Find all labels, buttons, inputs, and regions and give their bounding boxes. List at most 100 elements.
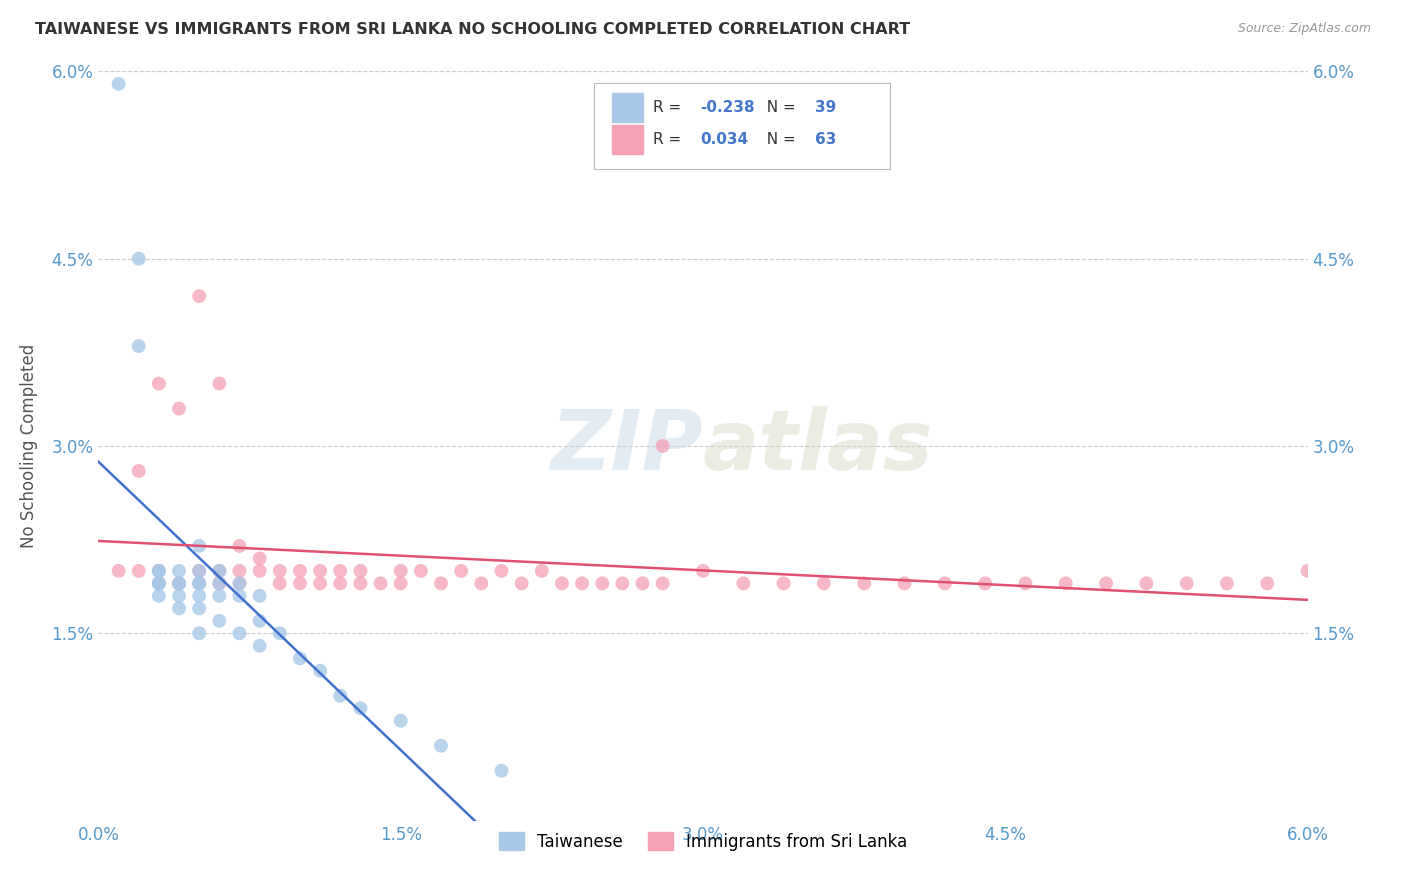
Point: [128, 564, 150, 578]
Point: [208, 564, 231, 578]
Point: [1054, 576, 1077, 591]
Point: [329, 576, 352, 591]
Bar: [613, 93, 643, 121]
Point: [470, 576, 492, 591]
Point: [167, 576, 190, 591]
Point: [208, 589, 231, 603]
Point: [148, 376, 170, 391]
Point: [349, 564, 371, 578]
Point: [389, 576, 412, 591]
Text: ZIP: ZIP: [550, 406, 703, 486]
Point: [329, 689, 352, 703]
Point: [228, 539, 250, 553]
Point: [167, 564, 190, 578]
Text: 0.034: 0.034: [700, 132, 749, 147]
Point: [309, 576, 332, 591]
Point: [269, 626, 291, 640]
Point: [249, 589, 271, 603]
Point: [349, 576, 371, 591]
Point: [530, 564, 553, 578]
Point: [349, 701, 371, 715]
Point: [491, 564, 513, 578]
Point: [188, 576, 211, 591]
Text: Source: ZipAtlas.com: Source: ZipAtlas.com: [1237, 22, 1371, 36]
Text: N =: N =: [758, 100, 801, 115]
Text: 63: 63: [815, 132, 837, 147]
Point: [208, 576, 231, 591]
Point: [288, 651, 311, 665]
Point: [651, 439, 673, 453]
Text: 39: 39: [815, 100, 837, 115]
Point: [208, 376, 231, 391]
Point: [772, 576, 794, 591]
Point: [188, 539, 211, 553]
Point: [974, 576, 997, 591]
Point: [107, 564, 129, 578]
FancyBboxPatch shape: [595, 83, 890, 169]
Point: [269, 576, 291, 591]
Point: [148, 564, 170, 578]
Text: R =: R =: [654, 100, 686, 115]
Point: [148, 564, 170, 578]
Point: [571, 576, 593, 591]
Point: [188, 564, 211, 578]
Point: [631, 576, 654, 591]
Point: [853, 576, 876, 591]
Point: [813, 576, 835, 591]
Point: [249, 614, 271, 628]
Point: [228, 626, 250, 640]
Point: [551, 576, 574, 591]
Point: [430, 739, 453, 753]
Point: [733, 576, 755, 591]
Point: [188, 289, 211, 303]
Text: -0.238: -0.238: [700, 100, 755, 115]
Point: [612, 576, 634, 591]
Point: [409, 564, 432, 578]
Text: R =: R =: [654, 132, 692, 147]
Point: [188, 589, 211, 603]
Point: [249, 639, 271, 653]
Point: [188, 601, 211, 615]
Point: [1014, 576, 1036, 591]
Point: [389, 564, 412, 578]
Point: [309, 664, 332, 678]
Point: [148, 576, 170, 591]
Point: [128, 252, 150, 266]
Point: [934, 576, 956, 591]
Point: [228, 576, 250, 591]
Point: [510, 576, 533, 591]
Point: [148, 576, 170, 591]
Point: [167, 589, 190, 603]
Point: [167, 601, 190, 615]
Point: [288, 564, 311, 578]
Point: [249, 564, 271, 578]
Point: [1296, 564, 1319, 578]
Point: [188, 626, 211, 640]
Point: [148, 564, 170, 578]
Point: [370, 576, 392, 591]
Point: [167, 576, 190, 591]
Point: [1175, 576, 1198, 591]
Point: [107, 77, 129, 91]
Y-axis label: No Schooling Completed: No Schooling Completed: [20, 344, 38, 548]
Point: [651, 576, 673, 591]
Point: [249, 551, 271, 566]
Point: [893, 576, 915, 591]
Text: TAIWANESE VS IMMIGRANTS FROM SRI LANKA NO SCHOOLING COMPLETED CORRELATION CHART: TAIWANESE VS IMMIGRANTS FROM SRI LANKA N…: [35, 22, 910, 37]
Point: [309, 564, 332, 578]
Point: [148, 576, 170, 591]
Point: [288, 576, 311, 591]
Point: [167, 576, 190, 591]
Point: [148, 576, 170, 591]
Point: [167, 576, 190, 591]
Point: [228, 576, 250, 591]
Text: N =: N =: [758, 132, 801, 147]
Point: [329, 564, 352, 578]
Point: [269, 564, 291, 578]
Point: [430, 576, 453, 591]
Point: [450, 564, 472, 578]
Text: atlas: atlas: [703, 406, 934, 486]
Point: [208, 576, 231, 591]
Legend: Taiwanese, Immigrants from Sri Lanka: Taiwanese, Immigrants from Sri Lanka: [492, 826, 914, 857]
Bar: [613, 125, 643, 153]
